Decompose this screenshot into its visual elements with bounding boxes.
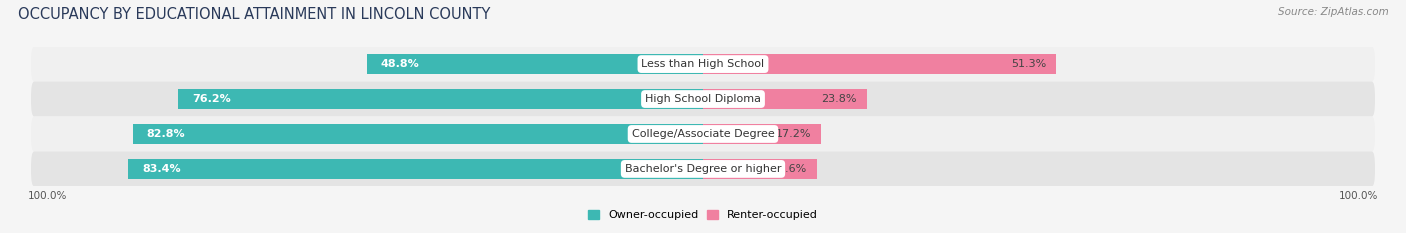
- Text: 17.2%: 17.2%: [776, 129, 811, 139]
- Text: 48.8%: 48.8%: [381, 59, 419, 69]
- FancyBboxPatch shape: [31, 116, 1375, 151]
- Text: 16.6%: 16.6%: [772, 164, 807, 174]
- Text: Source: ZipAtlas.com: Source: ZipAtlas.com: [1278, 7, 1389, 17]
- FancyBboxPatch shape: [31, 151, 1375, 186]
- Text: 82.8%: 82.8%: [146, 129, 186, 139]
- Text: Bachelor's Degree or higher: Bachelor's Degree or higher: [624, 164, 782, 174]
- Bar: [179, 89, 703, 109]
- Text: 51.3%: 51.3%: [1011, 59, 1046, 69]
- Bar: [128, 159, 703, 178]
- Text: College/Associate Degree: College/Associate Degree: [631, 129, 775, 139]
- Bar: [703, 89, 868, 109]
- Text: 100.0%: 100.0%: [1339, 191, 1378, 201]
- FancyBboxPatch shape: [31, 82, 1375, 116]
- Bar: [132, 124, 703, 144]
- Text: 83.4%: 83.4%: [142, 164, 181, 174]
- FancyBboxPatch shape: [31, 47, 1375, 82]
- Text: High School Diploma: High School Diploma: [645, 94, 761, 104]
- Bar: [367, 55, 703, 74]
- Bar: [703, 124, 821, 144]
- Legend: Owner-occupied, Renter-occupied: Owner-occupied, Renter-occupied: [588, 209, 818, 220]
- Text: OCCUPANCY BY EDUCATIONAL ATTAINMENT IN LINCOLN COUNTY: OCCUPANCY BY EDUCATIONAL ATTAINMENT IN L…: [18, 7, 491, 22]
- Text: 76.2%: 76.2%: [191, 94, 231, 104]
- Bar: [703, 55, 1056, 74]
- Text: Less than High School: Less than High School: [641, 59, 765, 69]
- Bar: [703, 159, 817, 178]
- Text: 23.8%: 23.8%: [821, 94, 856, 104]
- Text: 100.0%: 100.0%: [28, 191, 67, 201]
